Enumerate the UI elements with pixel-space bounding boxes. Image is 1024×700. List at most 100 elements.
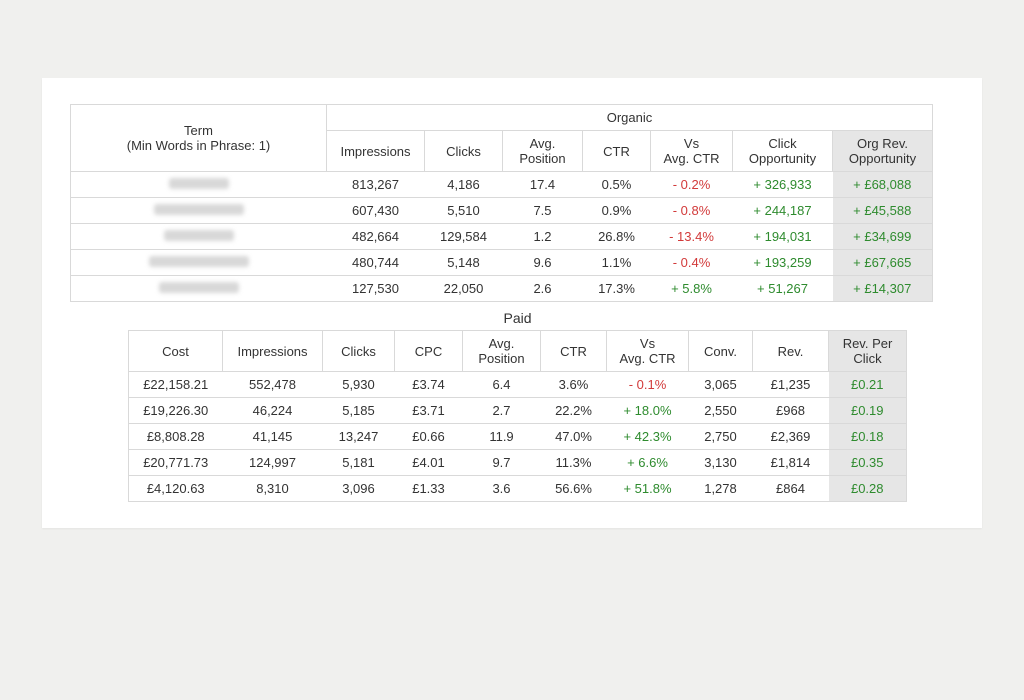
table-row: 607,4305,5107.50.9%- 0.8%+ 244,187+ £45,…: [71, 198, 933, 224]
col-ctr: CTR: [541, 331, 607, 372]
cell-rev: £2,369: [753, 424, 829, 450]
cell-impressions: 482,664: [327, 224, 425, 250]
cell-rev: £864: [753, 476, 829, 502]
cell-ctr: 22.2%: [541, 398, 607, 424]
cell-conv: 2,550: [689, 398, 753, 424]
cell-avg-pos: 6.4: [463, 372, 541, 398]
cell-clicks: 5,930: [323, 372, 395, 398]
organic-section-label: Organic: [327, 105, 933, 131]
cell-vs-ctr: + 51.8%: [607, 476, 689, 502]
table-row: £22,158.21552,4785,930£3.746.43.6%- 0.1%…: [129, 372, 907, 398]
cell-vs-ctr: + 42.3%: [607, 424, 689, 450]
cell-impressions: 607,430: [327, 198, 425, 224]
cell-conv: 1,278: [689, 476, 753, 502]
cell-ctr: 17.3%: [583, 276, 651, 302]
col-cpc: CPC: [395, 331, 463, 372]
cell-vs-ctr: + 6.6%: [607, 450, 689, 476]
cell-rev-opp: + £68,088: [833, 172, 933, 198]
cell-avg-pos: 9.6: [503, 250, 583, 276]
table-row: £4,120.638,3103,096£1.333.656.6%+ 51.8%1…: [129, 476, 907, 502]
cell-rev-opp: + £14,307: [833, 276, 933, 302]
cell-impressions: 124,997: [223, 450, 323, 476]
cell-clicks: 5,510: [425, 198, 503, 224]
table-row: £19,226.3046,2245,185£3.712.722.2%+ 18.0…: [129, 398, 907, 424]
cell-avg-pos: 3.6: [463, 476, 541, 502]
cell-rev-opp: + £67,665: [833, 250, 933, 276]
cell-click-opp: + 194,031: [733, 224, 833, 250]
cell-rev-opp: + £45,588: [833, 198, 933, 224]
col-clicks: Clicks: [323, 331, 395, 372]
cell-ctr: 11.3%: [541, 450, 607, 476]
cell-cost: £20,771.73: [129, 450, 223, 476]
cell-clicks: 13,247: [323, 424, 395, 450]
col-cost: Cost: [129, 331, 223, 372]
term-header-line2: (Min Words in Phrase: 1): [77, 138, 320, 153]
cell-clicks: 3,096: [323, 476, 395, 502]
paid-table: Paid Cost Impressions Clicks CPC Avg.Pos…: [128, 304, 907, 502]
cell-cost: £19,226.30: [129, 398, 223, 424]
cell-vs-ctr: - 0.1%: [607, 372, 689, 398]
term-cell: [71, 224, 327, 250]
cell-impressions: 480,744: [327, 250, 425, 276]
term-redacted: [159, 282, 239, 293]
col-rev-per-click: Rev. PerClick: [829, 331, 907, 372]
cell-clicks: 22,050: [425, 276, 503, 302]
col-vs-avg-ctr: VsAvg. CTR: [651, 131, 733, 172]
cell-impressions: 813,267: [327, 172, 425, 198]
cell-avg-pos: 7.5: [503, 198, 583, 224]
col-avg-position: Avg.Position: [463, 331, 541, 372]
term-redacted: [149, 256, 249, 267]
cell-cpc: £0.66: [395, 424, 463, 450]
cell-cost: £22,158.21: [129, 372, 223, 398]
cell-vs-ctr: + 5.8%: [651, 276, 733, 302]
cell-conv: 3,065: [689, 372, 753, 398]
cell-avg-pos: 11.9: [463, 424, 541, 450]
cell-cpc: £4.01: [395, 450, 463, 476]
col-vs-avg-ctr: VsAvg. CTR: [607, 331, 689, 372]
col-avg-position: Avg.Position: [503, 131, 583, 172]
cell-avg-pos: 2.7: [463, 398, 541, 424]
cell-cpc: £3.74: [395, 372, 463, 398]
cell-vs-ctr: - 0.4%: [651, 250, 733, 276]
col-clicks: Clicks: [425, 131, 503, 172]
cell-click-opp: + 193,259: [733, 250, 833, 276]
col-org-rev-opportunity: Org Rev.Opportunity: [833, 131, 933, 172]
term-header: Term (Min Words in Phrase: 1): [71, 105, 327, 172]
term-redacted: [169, 178, 229, 189]
cell-clicks: 5,148: [425, 250, 503, 276]
table-row: 480,7445,1489.61.1%- 0.4%+ 193,259+ £67,…: [71, 250, 933, 276]
cell-clicks: 4,186: [425, 172, 503, 198]
term-cell: [71, 250, 327, 276]
cell-clicks: 5,185: [323, 398, 395, 424]
cell-rpc: £0.35: [829, 450, 907, 476]
cell-rev: £968: [753, 398, 829, 424]
cell-ctr: 3.6%: [541, 372, 607, 398]
cell-cost: £4,120.63: [129, 476, 223, 502]
term-redacted: [164, 230, 234, 241]
cell-vs-ctr: - 13.4%: [651, 224, 733, 250]
cell-clicks: 5,181: [323, 450, 395, 476]
cell-rev: £1,814: [753, 450, 829, 476]
cell-ctr: 56.6%: [541, 476, 607, 502]
table-row: 127,53022,0502.617.3%+ 5.8%+ 51,267+ £14…: [71, 276, 933, 302]
col-click-opportunity: ClickOpportunity: [733, 131, 833, 172]
cell-ctr: 47.0%: [541, 424, 607, 450]
cell-click-opp: + 244,187: [733, 198, 833, 224]
table-row: 482,664129,5841.226.8%- 13.4%+ 194,031+ …: [71, 224, 933, 250]
organic-table: Term (Min Words in Phrase: 1) Organic Im…: [70, 104, 933, 302]
paid-column-headers: Cost Impressions Clicks CPC Avg.Position…: [129, 331, 907, 372]
cell-rpc: £0.18: [829, 424, 907, 450]
cell-rev: £1,235: [753, 372, 829, 398]
term-header-line1: Term: [77, 123, 320, 138]
cell-avg-pos: 1.2: [503, 224, 583, 250]
cell-impressions: 46,224: [223, 398, 323, 424]
paid-section-label: Paid: [129, 304, 907, 331]
cell-click-opp: + 51,267: [733, 276, 833, 302]
term-redacted: [154, 204, 244, 215]
col-impressions: Impressions: [327, 131, 425, 172]
cell-impressions: 552,478: [223, 372, 323, 398]
cell-ctr: 26.8%: [583, 224, 651, 250]
cell-rpc: £0.28: [829, 476, 907, 502]
cell-cpc: £3.71: [395, 398, 463, 424]
cell-avg-pos: 9.7: [463, 450, 541, 476]
